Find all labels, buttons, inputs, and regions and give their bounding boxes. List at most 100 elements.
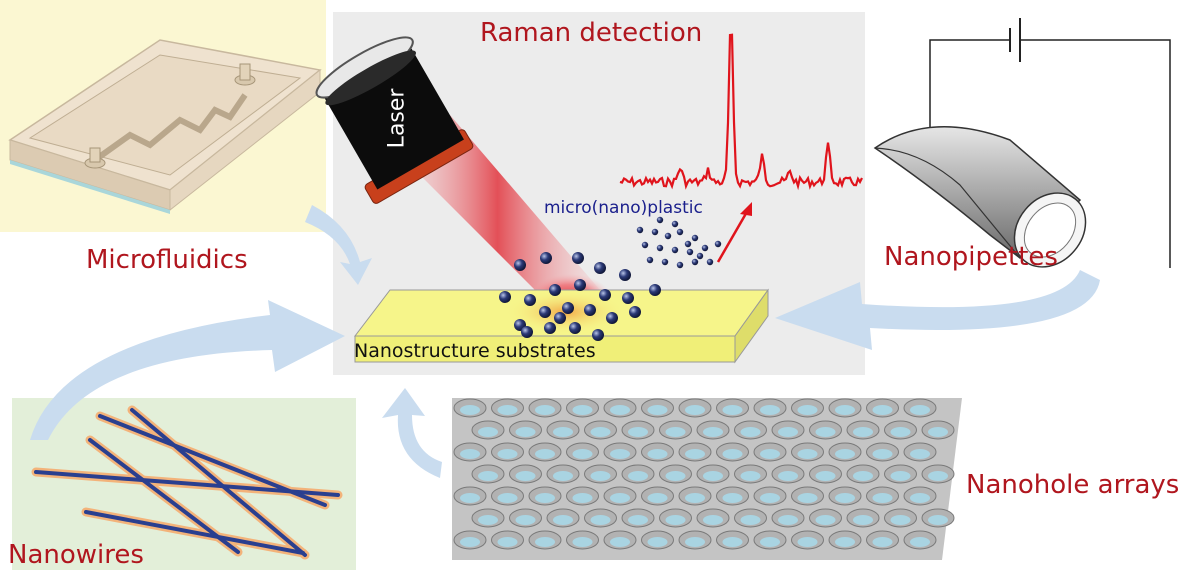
- laser-head: Laser: [315, 36, 474, 204]
- nanohole-fill: [703, 515, 723, 525]
- nanohole-fill: [815, 471, 836, 481]
- nanohole-fill: [685, 537, 705, 547]
- nanohole-fill: [628, 515, 648, 525]
- nanohole-fill: [515, 515, 536, 525]
- nanohole-fill: [740, 515, 761, 525]
- particle-small: [641, 241, 649, 249]
- nanohole-fill: [610, 405, 630, 415]
- raman-detection-label: Raman detection: [480, 18, 703, 48]
- nanohole-fill: [928, 515, 948, 525]
- particle-small: [636, 226, 644, 234]
- nanohole-fill: [665, 427, 686, 437]
- raman-spectrum-line: [619, 33, 863, 191]
- nanohole-fill: [815, 515, 836, 525]
- nanohole-fill: [590, 515, 611, 525]
- nanohole-fill: [760, 537, 780, 547]
- nanohole-fill: [460, 493, 480, 503]
- microfluidics-label: Microfluidics: [86, 245, 248, 275]
- scatter-arrow: [716, 202, 752, 263]
- particle: [629, 306, 641, 318]
- arrow-from-nanopipettes: [775, 270, 1100, 350]
- nanohole-fill: [778, 427, 798, 437]
- nanohole-fill: [478, 471, 498, 481]
- nanohole-fill: [872, 405, 893, 415]
- nanohole-fill: [515, 427, 536, 437]
- nanohole-fill: [928, 471, 948, 481]
- particle-small: [684, 240, 692, 248]
- nanohole-fill: [460, 537, 480, 547]
- micro-nano-plastic-label: micro(nano)plastic: [544, 198, 703, 218]
- nanohole-fill: [797, 537, 818, 547]
- nanohole-fill: [535, 493, 555, 503]
- particle-small: [671, 220, 679, 228]
- nanohole-fill: [572, 449, 593, 459]
- particle: [562, 302, 574, 314]
- arrow-from-microfluidics: [305, 205, 372, 285]
- particle-small: [656, 244, 664, 252]
- particle: [514, 259, 526, 271]
- nanohole-fill: [835, 449, 855, 459]
- nanohole-fill: [890, 427, 911, 437]
- nanohole-fill: [628, 471, 648, 481]
- nanohole-fill: [797, 449, 818, 459]
- nanohole-fill: [890, 471, 911, 481]
- nanohole-fill: [610, 449, 630, 459]
- nanohole-fill: [853, 427, 873, 437]
- particle-small: [701, 244, 709, 252]
- nanohole-fill: [590, 471, 611, 481]
- microfluidics-illustration: [0, 0, 326, 232]
- nanohole-arrays-label: Nanohole arrays: [966, 470, 1178, 500]
- nanohole-fill: [835, 493, 855, 503]
- nanohole-fill: [460, 449, 480, 459]
- nanohole-fill: [497, 493, 518, 503]
- particle-small: [656, 216, 664, 224]
- nanohole-fill: [760, 449, 780, 459]
- nanohole-fill: [553, 427, 573, 437]
- flow-arrows: [30, 205, 1100, 478]
- nanowires-label: Nanowires: [8, 540, 144, 570]
- nanohole-fill: [685, 493, 705, 503]
- nanopipettes-label: Nanopipettes: [884, 242, 1058, 272]
- nanohole-fill: [740, 471, 761, 481]
- nanohole-fill: [553, 515, 573, 525]
- nanohole-fill: [815, 427, 836, 437]
- particle: [599, 289, 611, 301]
- particle-small: [714, 240, 722, 248]
- nanohole-fill: [515, 471, 536, 481]
- particle: [572, 252, 584, 264]
- particle: [592, 329, 604, 341]
- nanohole-fill: [497, 537, 518, 547]
- nanohole-fill: [478, 515, 498, 525]
- nanohole-fill: [872, 493, 893, 503]
- particle-small: [671, 246, 679, 254]
- nanohole-array-illustration: [452, 398, 962, 560]
- particle-small: [661, 258, 669, 266]
- laser-label: Laser: [384, 88, 409, 149]
- particle: [499, 291, 511, 303]
- nanohole-fill: [928, 427, 948, 437]
- particle: [549, 284, 561, 296]
- particle-small: [651, 228, 659, 236]
- nanohole-fill: [703, 471, 723, 481]
- nanohole-fill: [590, 427, 611, 437]
- particle: [622, 292, 634, 304]
- nanohole-fill: [853, 471, 873, 481]
- nanohole-fill: [797, 405, 818, 415]
- nanohole-fill: [778, 471, 798, 481]
- nanohole-fill: [797, 493, 818, 503]
- nanohole-fill: [647, 405, 668, 415]
- nanohole-fill: [685, 449, 705, 459]
- nanohole-fill: [535, 405, 555, 415]
- nanohole-fill: [760, 405, 780, 415]
- arrow-from-nanohole: [382, 388, 442, 478]
- nanohole-fill: [910, 537, 930, 547]
- nanostructure-substrates-label: Nanostructure substrates: [354, 340, 596, 362]
- particle: [574, 279, 586, 291]
- microplastic-particles: [499, 216, 722, 341]
- particle: [524, 294, 536, 306]
- nanohole-fill: [703, 427, 723, 437]
- nanohole-fill: [535, 537, 555, 547]
- nanohole-fill: [872, 537, 893, 547]
- particle-small: [686, 248, 694, 256]
- nanohole-fill: [497, 449, 518, 459]
